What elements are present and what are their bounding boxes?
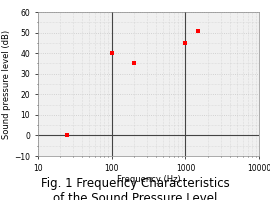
X-axis label: Frequency (Hz): Frequency (Hz) <box>117 175 180 184</box>
Y-axis label: Sound pressure level (dB): Sound pressure level (dB) <box>2 29 11 139</box>
Text: Fig. 1 Frequency Characteristics: Fig. 1 Frequency Characteristics <box>40 177 230 190</box>
Point <box>65 134 69 137</box>
Text: of the Sound Pressure Level: of the Sound Pressure Level <box>53 192 217 200</box>
Point <box>196 29 201 32</box>
Point <box>109 52 114 55</box>
Point <box>132 62 136 65</box>
Point <box>183 41 188 44</box>
